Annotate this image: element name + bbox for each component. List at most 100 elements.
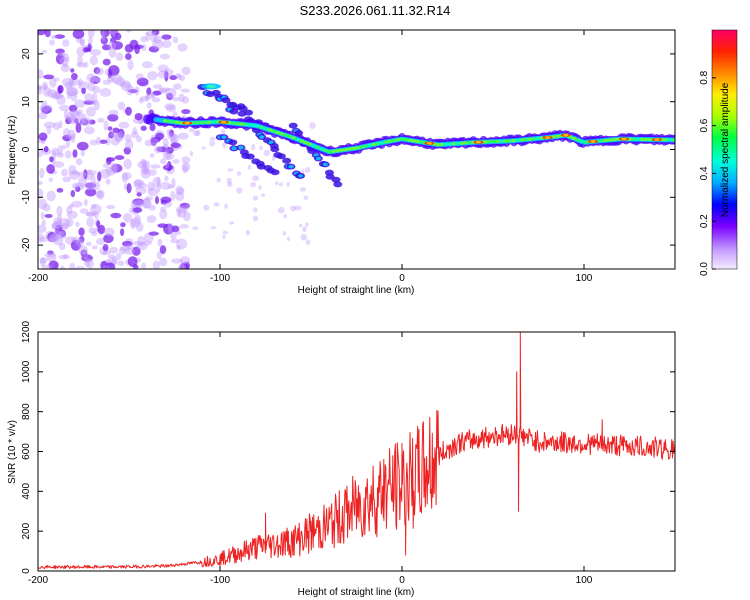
band-inner <box>667 138 673 142</box>
band-peak-core <box>475 140 481 144</box>
noise-blob <box>157 64 169 73</box>
band-inner <box>251 123 256 127</box>
noise-blob <box>167 222 174 234</box>
noise-blob <box>90 49 102 56</box>
noise-blob <box>171 225 180 233</box>
noise-blob <box>123 146 132 155</box>
noise-blob <box>252 175 260 182</box>
noise-blob <box>124 244 134 250</box>
noise-blob <box>83 169 88 180</box>
x-tick-label: -200 <box>28 273 48 284</box>
noise-blob <box>151 97 161 103</box>
noise-blob <box>172 36 179 44</box>
noise-blob <box>201 146 206 150</box>
noise-blob <box>71 73 78 81</box>
noise-blob <box>44 252 57 258</box>
noise-blob <box>46 253 57 262</box>
noise-blob <box>159 53 170 60</box>
noise-blob <box>236 187 243 194</box>
noise-blob <box>46 88 58 98</box>
noise-blob <box>105 136 111 146</box>
noise-blob <box>44 213 53 219</box>
band-inner <box>331 149 336 153</box>
noise-blob <box>154 195 160 205</box>
noise-blob <box>258 184 262 191</box>
noise-blob <box>152 260 161 269</box>
noise-blob <box>89 76 101 82</box>
band-inner <box>211 120 216 124</box>
noise-blob <box>247 164 252 170</box>
noise-blob <box>95 77 101 84</box>
noise-blob <box>164 103 176 110</box>
noise-blob <box>70 133 76 143</box>
band-inner <box>503 139 509 143</box>
noise-blob <box>250 181 257 188</box>
noise-blob <box>183 211 191 222</box>
noise-blob <box>209 136 216 141</box>
band-inner <box>347 147 352 151</box>
snr-y-axis: 0 200 400 600 800 1000 1200 <box>21 320 675 574</box>
noise-blob <box>251 143 256 151</box>
noise-blob <box>61 77 74 87</box>
noise-blob <box>74 99 86 108</box>
band-inner <box>555 134 561 138</box>
noise-blob <box>131 199 136 211</box>
colorbar-label: Normalized spectral amplitude <box>720 82 731 217</box>
noise-blob <box>133 179 143 189</box>
noise-blob <box>138 97 144 104</box>
noise-blob <box>67 88 79 97</box>
band-inner <box>175 120 180 124</box>
noise-blob <box>151 30 160 36</box>
branch-core <box>221 135 227 139</box>
noise-blob <box>222 141 227 149</box>
noise-blob <box>54 34 66 39</box>
noise-blob <box>64 114 77 121</box>
noise-blob <box>181 108 191 115</box>
noise-blob <box>62 39 70 47</box>
noise-blob <box>140 169 151 179</box>
noise-blob <box>61 168 68 177</box>
noise-blob <box>299 187 307 192</box>
noise-blob <box>70 91 78 102</box>
noise-blob <box>39 104 52 112</box>
band-inner <box>451 142 457 146</box>
noise-blob <box>108 46 117 58</box>
band-inner <box>335 149 340 153</box>
band-peak-core <box>221 120 227 124</box>
noise-blob <box>107 75 115 83</box>
band-inner <box>295 137 300 142</box>
band-inner <box>247 123 252 127</box>
noise-blob <box>39 257 46 267</box>
branch-core <box>268 140 274 145</box>
noise-blob <box>77 171 88 178</box>
noise-blob <box>152 90 162 96</box>
band-inner <box>311 144 316 148</box>
noise-blob <box>150 92 155 98</box>
y-tick-label: 1000 <box>21 360 32 383</box>
noise-blob <box>155 132 164 141</box>
noise-blob <box>146 87 152 96</box>
branch-core <box>238 145 244 150</box>
noise-blob <box>47 250 54 255</box>
noise-blob <box>52 235 64 246</box>
noise-blob <box>127 256 138 267</box>
noise-blob <box>156 176 161 185</box>
band-inner <box>599 139 605 143</box>
colorbar-tick-label: 0.0 <box>699 262 710 276</box>
noise-blob <box>39 236 49 242</box>
noise-blob <box>115 52 124 62</box>
noise-blob <box>85 169 93 181</box>
noise-blob <box>167 184 174 189</box>
branch-blob <box>270 169 280 176</box>
noise-blob <box>136 77 149 87</box>
noise-blob <box>203 204 210 211</box>
noise-blob <box>114 134 123 142</box>
noise-blob <box>53 217 63 225</box>
noise-blob <box>84 182 97 189</box>
noise-blob <box>52 161 65 168</box>
noise-blob <box>38 85 43 95</box>
noise-blob <box>86 73 97 83</box>
noise-blob <box>56 94 66 106</box>
snr-series-line <box>38 332 675 570</box>
noise-blob <box>83 100 95 105</box>
